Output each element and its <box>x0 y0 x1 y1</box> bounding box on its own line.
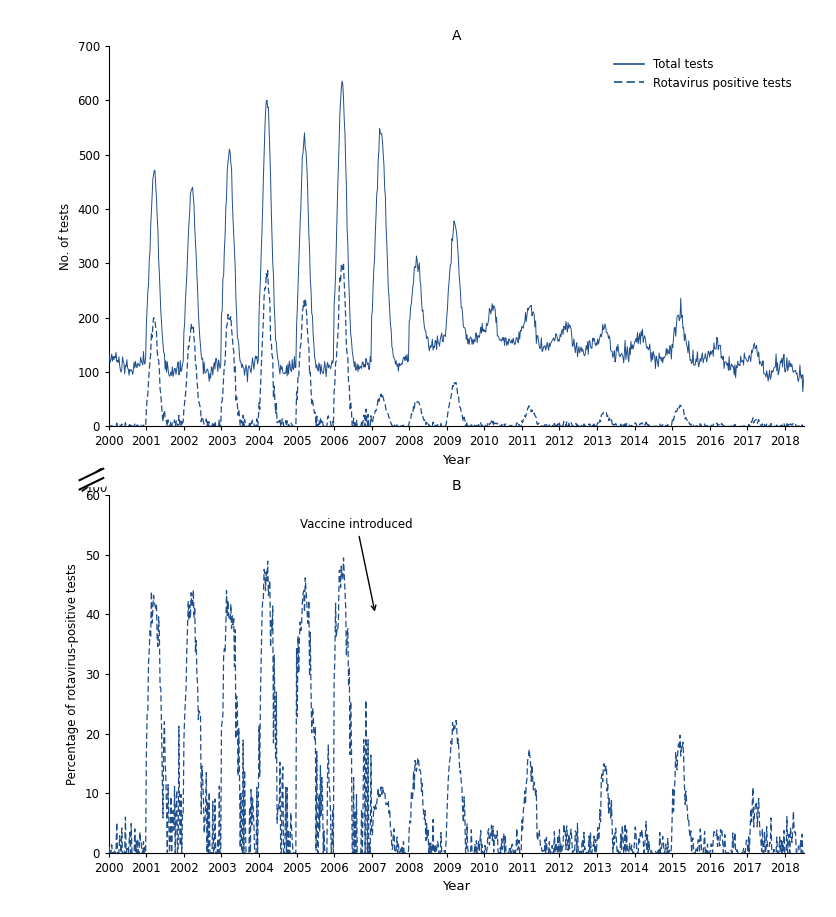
X-axis label: Year: Year <box>441 880 470 893</box>
Y-axis label: Percentage of rotavirus-positive tests: Percentage of rotavirus-positive tests <box>66 563 79 785</box>
Polygon shape <box>78 472 105 486</box>
Y-axis label: No. of tests: No. of tests <box>59 203 72 270</box>
Text: Vaccine introduced: Vaccine introduced <box>300 518 412 610</box>
Text: 100: 100 <box>86 482 108 495</box>
X-axis label: Year: Year <box>441 454 470 467</box>
Title: B: B <box>451 479 461 492</box>
Title: A: A <box>451 29 461 43</box>
Legend: Total tests, Rotavirus positive tests: Total tests, Rotavirus positive tests <box>608 51 797 95</box>
